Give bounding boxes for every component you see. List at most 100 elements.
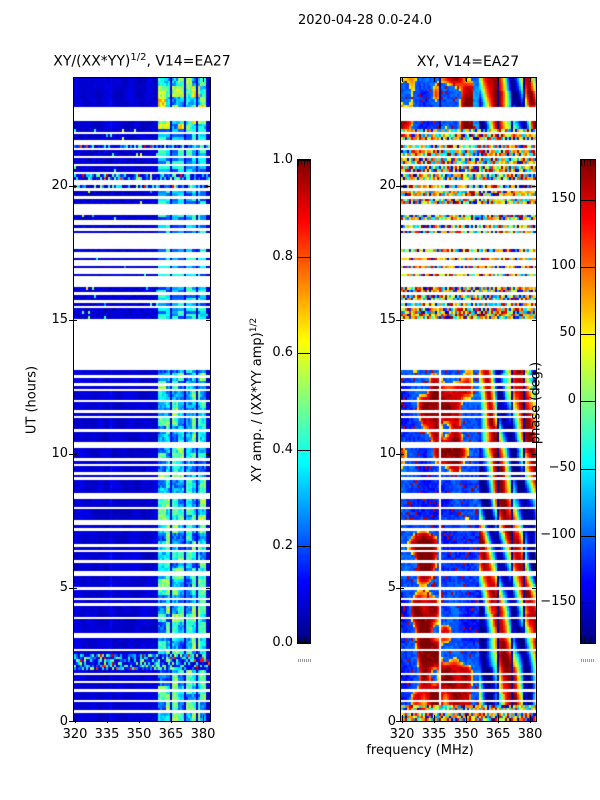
tick-mark <box>396 186 404 187</box>
y-tick-label: 0 <box>59 714 68 729</box>
x-tick-label: 365 <box>485 727 511 742</box>
colorbar-tick-mark <box>581 200 595 201</box>
tick-mark <box>466 715 467 723</box>
colorbar-tick-label: 1.0 <box>272 152 293 167</box>
tick-mark <box>530 78 531 82</box>
tick-mark <box>498 78 499 82</box>
colorbar-tick-mark <box>581 469 595 470</box>
amp-colorbar-top-hatch <box>298 160 310 166</box>
colorbar-tick-mark <box>298 257 310 258</box>
amp-colorbar <box>297 159 311 644</box>
colorbar-tick-label: 0.6 <box>272 345 293 360</box>
tick-mark <box>466 78 467 82</box>
colorbar-tick-label: −50 <box>548 460 576 475</box>
phase-colorbar-top-hatch <box>581 160 595 166</box>
x-tick-label: 335 <box>94 727 120 742</box>
y-tick-label: 20 <box>379 178 396 193</box>
tick-mark <box>402 715 403 723</box>
y-tick-label: 10 <box>51 446 68 461</box>
tick-mark <box>434 715 435 723</box>
phase-colorbar <box>580 159 596 644</box>
tick-mark <box>139 715 140 723</box>
y-tick-label: 5 <box>387 580 396 595</box>
colorbar-tick-label: −100 <box>540 527 576 542</box>
amp-colorbar-label-sup: 1/2 <box>248 317 259 333</box>
tick-mark <box>107 78 108 82</box>
tick-mark <box>434 78 435 82</box>
colorbar-tick-mark <box>581 536 595 537</box>
tick-mark <box>396 588 404 589</box>
tick-mark <box>532 721 536 722</box>
tick-mark <box>206 588 210 589</box>
x-tick-label: 320 <box>62 727 88 742</box>
tick-mark <box>171 78 172 82</box>
colorbar-tick-mark <box>298 160 310 161</box>
y-tick-label: 0 <box>387 714 396 729</box>
left-plot-title: XY/(XX*YY)1/2, V14=EA27 <box>53 52 230 70</box>
colorbar-tick-mark <box>298 546 310 547</box>
tick-mark <box>532 320 536 321</box>
x-tick-label: 350 <box>126 727 152 742</box>
tick-mark <box>396 320 404 321</box>
tick-mark <box>396 721 404 722</box>
tick-mark <box>171 715 172 723</box>
left-plot-frame <box>73 77 211 722</box>
y-tick-label: 15 <box>379 312 396 327</box>
tick-mark <box>107 715 108 723</box>
colorbar-tick-mark <box>298 353 310 354</box>
tick-mark <box>75 715 76 723</box>
y-tick-label: 15 <box>51 312 68 327</box>
x-tick-label: 320 <box>389 727 415 742</box>
colorbar-tick-label: 0.4 <box>272 442 293 457</box>
tick-mark <box>396 454 404 455</box>
ut-axis-label: UT (hours) <box>24 365 40 435</box>
tick-mark <box>139 78 140 82</box>
colorbar-tick-label: 100 <box>551 258 576 273</box>
x-tick-label: 335 <box>421 727 447 742</box>
tick-mark <box>69 320 77 321</box>
tick-mark <box>530 715 531 723</box>
tick-mark <box>206 721 210 722</box>
left-plot-heatmap <box>74 78 210 721</box>
tick-mark <box>206 186 210 187</box>
colorbar-tick-label: 150 <box>551 191 576 206</box>
tick-mark <box>532 588 536 589</box>
tick-mark <box>69 454 77 455</box>
tick-mark <box>203 715 204 723</box>
colorbar-tick-label: 50 <box>559 325 576 340</box>
colorbar-tick-mark <box>581 334 595 335</box>
colorbar-tick-label: 0.8 <box>272 249 293 264</box>
colorbar-tick-mark <box>298 642 310 643</box>
colorbar-tick-label: 0 <box>567 392 576 407</box>
phase-colorbar-minor-marks <box>581 659 594 662</box>
colorbar-tick-mark <box>581 603 595 604</box>
left-plot-title-base: XY/(XX*YY) <box>53 53 131 70</box>
colorbar-tick-mark <box>581 267 595 268</box>
right-plot-heatmap <box>401 78 536 721</box>
colorbar-tick-mark <box>581 401 595 402</box>
y-tick-label: 20 <box>51 178 68 193</box>
amp-colorbar-minor-marks <box>298 659 311 662</box>
left-plot-title-sup: 1/2 <box>130 52 147 63</box>
frequency-axis-label: frequency (MHz) <box>366 743 474 758</box>
right-plot-frame <box>400 77 537 722</box>
y-tick-label: 5 <box>59 580 68 595</box>
x-tick-label: 380 <box>190 727 216 742</box>
tick-mark <box>203 78 204 82</box>
tick-mark <box>69 186 77 187</box>
colorbar-tick-label: 0.2 <box>272 538 293 553</box>
tick-mark <box>206 320 210 321</box>
left-plot-title-rest: , V14=EA27 <box>146 53 231 70</box>
colorbar-tick-label: −150 <box>540 594 576 609</box>
right-plot-title: XY, V14=EA27 <box>416 54 520 70</box>
y-tick-label: 10 <box>379 446 396 461</box>
tick-mark <box>532 186 536 187</box>
figure-title: 2020-04-28 0.0-24.0 <box>298 13 432 28</box>
tick-mark <box>402 78 403 82</box>
tick-mark <box>75 78 76 82</box>
tick-mark <box>532 454 536 455</box>
colorbar-tick-label: 0.0 <box>272 635 293 650</box>
x-tick-label: 380 <box>517 727 543 742</box>
tick-mark <box>498 715 499 723</box>
